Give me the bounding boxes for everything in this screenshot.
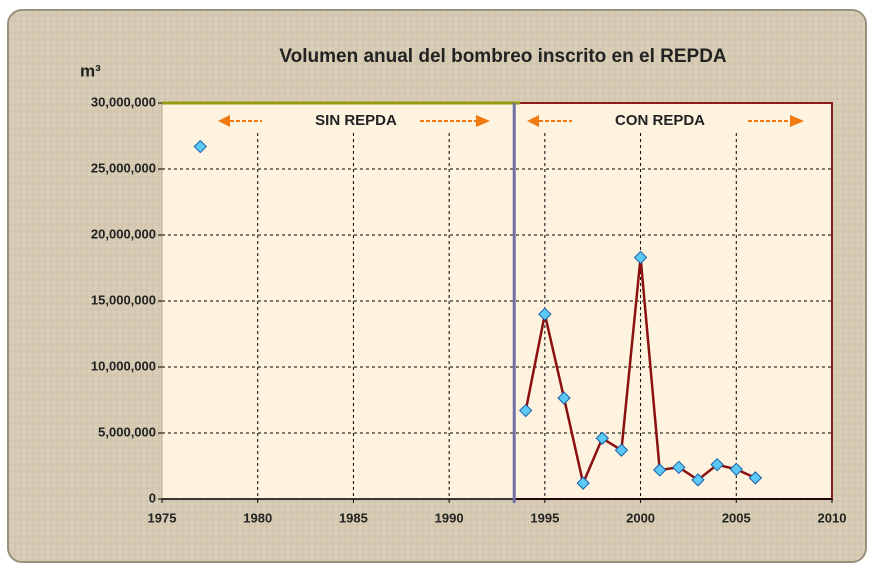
y-tick-label: 0 [149, 490, 156, 505]
x-tick-label: 1975 [148, 510, 177, 525]
y-tick-label: 15,000,000 [91, 292, 156, 307]
y-axis-label: m³ [80, 61, 101, 80]
y-tick-label: 10,000,000 [91, 358, 156, 373]
x-tick-label: 2000 [626, 510, 655, 525]
chart-title: Volumen anual del bombreo inscrito en el… [279, 46, 727, 67]
marker [710, 457, 724, 472]
marker [748, 471, 763, 485]
annotation: CON REPDA [615, 112, 705, 129]
y-tick-label: 20,000,000 [91, 226, 156, 241]
marker [595, 431, 609, 445]
x-tick-label: 1995 [530, 510, 559, 525]
x-tick-label: 1990 [435, 510, 464, 525]
x-tick-label: 2010 [818, 510, 847, 525]
annotation: SIN REPDA [315, 112, 397, 129]
marker [653, 463, 667, 477]
x-tick-label: 2005 [722, 510, 751, 525]
marker [576, 476, 590, 490]
y-tick-label: 5,000,000 [98, 424, 156, 439]
marker [519, 403, 533, 418]
marker [672, 460, 686, 475]
marker [633, 250, 648, 265]
plot-area [161, 102, 833, 500]
x-tick-label: 1985 [339, 510, 368, 525]
x-tick-label: 1980 [243, 510, 272, 525]
marker [614, 443, 629, 457]
marker [193, 139, 207, 154]
marker [729, 462, 743, 477]
y-tick-label: 30,000,000 [91, 94, 156, 109]
marker [538, 307, 552, 321]
y-tick-label: 25,000,000 [91, 160, 156, 175]
arrows [218, 115, 804, 127]
marker [557, 391, 571, 405]
marker [691, 473, 705, 487]
